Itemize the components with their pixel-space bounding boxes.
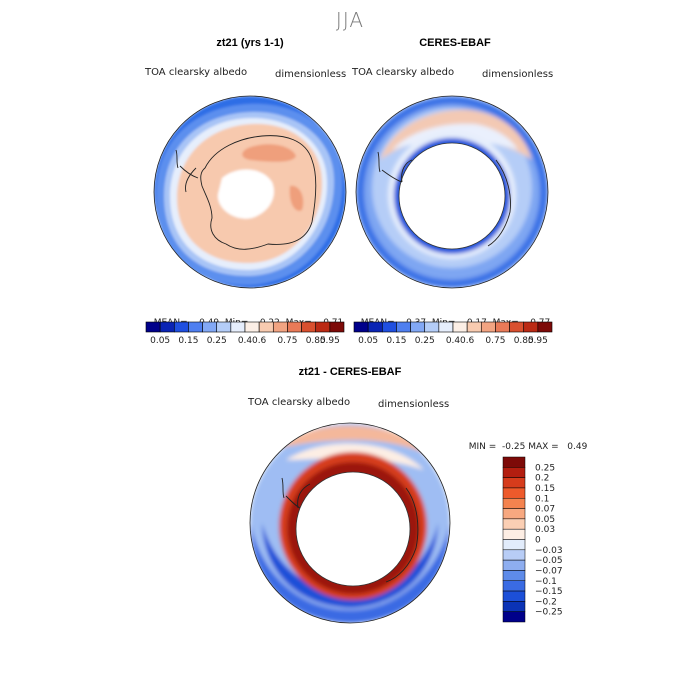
colorbar-panel-2-swatch [466, 321, 482, 333]
panel-3-min-value: -0.25 [502, 442, 526, 452]
colorbar-panel-1-tick-label: 0.95 [320, 336, 340, 346]
colorbar-panel-2-tick-label: 0.05 [358, 336, 378, 346]
colorbar-difference-tick-label: 0 [535, 536, 541, 546]
colorbar-panel-1: 0.05 0.15 0.25 0.4 0.6 0.75 0.850.95 [145, 321, 345, 346]
colorbar-panel-2-swatch [410, 321, 426, 333]
colorbar-difference-swatch [502, 570, 526, 581]
colorbar-difference-tick-label: −0.03 [535, 546, 563, 556]
colorbar-panel-1-tick-label: 0.25 [207, 336, 227, 346]
panel-3-stats: MIN = -0.25 MAX = 0.49 [463, 432, 588, 452]
colorbar-difference-tick-label: 0.2 [535, 474, 549, 484]
colorbar-panel-1-tick-label: 0.4 [238, 336, 253, 346]
colorbar-panel-1-swatch [173, 321, 189, 333]
colorbar-panel-2-swatch [438, 321, 454, 333]
colorbar-difference-tick-label: −0.25 [535, 608, 563, 618]
panel-2-variable-label: TOA clearsky albedo [352, 67, 455, 78]
colorbar-panel-2-tick-label: 0.75 [485, 336, 505, 346]
map-panel-3 [249, 422, 451, 624]
colorbar-difference-tick-label: 0.03 [535, 525, 555, 535]
colorbar-panel-2-tick-label: 0.15 [386, 336, 406, 346]
colorbar-panel-2-swatch [495, 321, 510, 333]
colorbar-difference-swatch [502, 518, 526, 530]
panel-1-title: zt21 (yrs 1-1) [216, 37, 284, 49]
panel-3-min-label: MIN = [468, 442, 497, 452]
colorbar-panel-1-swatch [216, 321, 232, 333]
panel-3-max-value: 0.49 [567, 442, 588, 452]
panel-3-variable-label: TOA clearsky albedo [248, 397, 351, 408]
colorbar-difference-tick-label: −0.15 [535, 587, 563, 597]
colorbar-panel-1-swatch [230, 321, 246, 333]
colorbar-panel-1-swatch [301, 321, 317, 333]
colorbar-panel-1-tick-label: 0.15 [178, 336, 198, 346]
colorbar-difference-swatch [502, 467, 526, 478]
panel-1-variable-label: TOA clearsky albedo [145, 67, 248, 78]
colorbar-difference-swatch [502, 498, 526, 509]
colorbar-difference-swatch [502, 528, 526, 540]
colorbar-difference-swatch [502, 477, 526, 489]
colorbar-difference-swatch [502, 590, 526, 602]
colorbar-panel-1-swatch [244, 321, 260, 333]
colorbar-panel-2-swatch [424, 321, 440, 333]
colorbar-difference-swatch [502, 508, 526, 520]
colorbar-difference-tick-label: −0.07 [535, 566, 563, 576]
colorbar-difference-swatch [502, 549, 526, 561]
colorbar-panel-2: 0.05 0.15 0.25 0.4 0.6 0.75 0.850.95 [353, 321, 553, 346]
colorbar-difference-swatch [502, 611, 526, 623]
colorbar-panel-1-swatch [287, 321, 302, 333]
colorbar-panel-1-swatch [272, 321, 288, 333]
colorbar-panel-1-tick-label: 0.6 [252, 336, 267, 346]
colorbar-panel-1-swatch [188, 321, 203, 333]
panel-1-units-label: dimensionless [275, 69, 347, 80]
colorbar-difference-swatch [502, 539, 526, 551]
colorbar-difference-tick-label: 0.05 [535, 515, 555, 525]
colorbar-panel-2-swatch [523, 321, 539, 333]
colorbar-panel-1-swatch [329, 321, 345, 333]
panel-3-max-label: MAX = [528, 442, 559, 452]
panel-2-units-label: dimensionless [482, 69, 554, 80]
colorbar-panel-2-tick-label: 0.6 [460, 336, 475, 346]
colorbar-difference: 0.250.20.150.10.070.050.030−0.03−0.05−0.… [502, 456, 563, 623]
colorbar-panel-1-tick-label: 0.85 [306, 336, 326, 346]
colorbar-panel-2-swatch [452, 321, 468, 333]
colorbar-difference-tick-label: 0.07 [535, 505, 555, 515]
panel-3-units-label: dimensionless [378, 399, 450, 410]
map-panel-2 [355, 95, 549, 289]
colorbar-difference-tick-label: −0.2 [535, 597, 557, 607]
panel-2-title: CERES-EBAF [419, 37, 491, 49]
colorbar-panel-2-swatch [537, 321, 553, 333]
colorbar-difference-swatch [502, 487, 526, 499]
colorbar-difference-swatch [502, 601, 526, 612]
colorbar-panel-1-swatch [145, 321, 161, 333]
colorbar-panel-1-swatch [315, 321, 331, 333]
colorbar-panel-2-swatch [353, 321, 369, 333]
panel-3-title: zt21 - CERES-EBAF [298, 366, 402, 378]
colorbar-panel-2-tick-label: 0.95 [528, 336, 548, 346]
colorbar-difference-swatch [502, 559, 526, 571]
colorbar-difference-swatch [502, 580, 526, 592]
colorbar-panel-1-swatch [202, 321, 218, 333]
colorbar-difference-swatch [502, 456, 526, 468]
colorbar-panel-2-swatch [480, 321, 496, 333]
colorbar-difference-tick-label: 0.1 [535, 494, 549, 504]
colorbar-difference-tick-label: 0.25 [535, 463, 555, 473]
colorbar-difference-tick-label: −0.05 [535, 556, 563, 566]
colorbar-difference-tick-label: −0.1 [535, 577, 557, 587]
colorbar-panel-1-tick-label: 0.75 [277, 336, 297, 346]
colorbar-panel-2-swatch [367, 321, 383, 333]
colorbar-panel-2-tick-label: 0.4 [446, 336, 461, 346]
colorbar-panel-2-swatch [381, 321, 397, 333]
colorbar-panel-2-tick-label: 0.25 [415, 336, 435, 346]
colorbar-panel-1-swatch [258, 321, 274, 333]
colorbar-panel-2-swatch [396, 321, 411, 333]
map-panel-1 [153, 95, 347, 289]
colorbar-panel-1-swatch [159, 321, 175, 333]
colorbar-difference-tick-label: 0.15 [535, 484, 555, 494]
colorbar-panel-2-tick-label: 0.85 [514, 336, 534, 346]
figure-season-title: JJA [335, 8, 365, 32]
colorbar-panel-1-tick-label: 0.05 [150, 336, 170, 346]
colorbar-panel-2-swatch [509, 321, 525, 333]
